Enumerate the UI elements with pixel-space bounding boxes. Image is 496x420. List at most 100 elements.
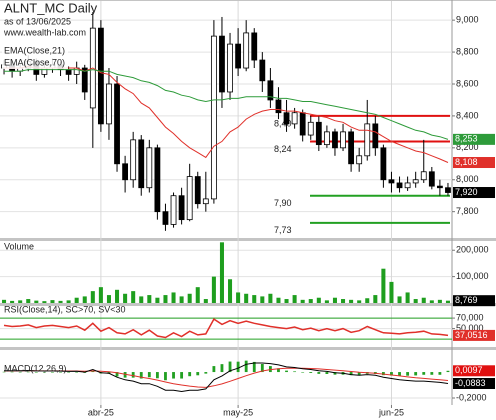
candle-body [428,171,435,187]
volume-bar [308,299,313,303]
macd-histogram-bar [42,372,46,373]
candle-body [219,35,225,93]
macd-histogram-bar [357,372,361,376]
candle-body [81,67,88,93]
candle-body [436,185,443,189]
candle-body [388,179,395,184]
volume-bar [332,297,337,303]
volume-bar [244,293,249,303]
macd-histogram-bar [349,372,353,376]
candle-body [146,147,153,189]
macd-histogram-bar [115,372,119,377]
volume-bar [284,299,289,303]
macd-histogram-bar [180,372,184,379]
macd-histogram-bar [309,372,313,373]
macd-histogram-bar [301,372,305,373]
y-tick-label: 8,400 [456,110,479,120]
candle-body [227,43,233,93]
macd-histogram-bar [414,372,418,376]
macd-histogram-bar [422,372,426,375]
candle-body [307,121,314,136]
volume-bar [123,293,128,303]
macd-histogram-bar [196,372,200,376]
candle-body [154,147,161,213]
candle-body [114,83,120,165]
candle-body [138,139,145,189]
candle-body [291,112,298,125]
candle-body [380,147,387,181]
volume-bar [421,297,426,303]
macd-histogram-bar [293,371,297,373]
y-tick-label: 100,000 [456,271,489,281]
candle-body [202,198,209,205]
legend-entry: EMA(Close,21) [4,45,65,55]
macd-histogram-bar [172,372,175,379]
last-value-label: -0,0883 [455,378,486,388]
macd-histogram-bar [164,372,167,381]
volume-bar [203,299,208,303]
last-value-box [453,133,495,145]
volume-bar [163,295,168,303]
candle-body [170,195,177,225]
last-value-label: 8,769 [455,295,478,305]
y-tick-label: 8,000 [456,174,479,184]
candle-body [396,182,403,189]
volume-bar [429,300,434,303]
macd-histogram-bar [228,361,232,373]
macd-histogram-bar [398,372,401,376]
volume-bar [445,300,450,303]
legend-box [2,45,68,69]
volume-bar [228,279,233,303]
macd-histogram-bar [333,372,337,375]
macd-histogram-bar [155,372,159,379]
level-label: 8,24 [274,144,292,154]
volume-bar [252,295,257,303]
last-value-box [453,295,495,307]
last-value-label: 7,920 [455,187,478,197]
volume-bar [276,297,281,303]
candle-body [186,176,193,221]
macd-histogram-bar [430,372,434,375]
panel-title: Volume [4,241,34,251]
last-value-box [453,187,495,199]
candle-body [65,69,72,75]
volume-bar [58,300,63,303]
macd-histogram-bar [123,372,127,378]
macd-histogram-bar [438,372,442,375]
macd-histogram-bar [51,372,54,373]
last-value-box [453,157,495,169]
volume-bar [2,299,7,303]
y-tick-label: -0,2000 [456,392,487,402]
macd-histogram-bar [252,361,256,373]
volume-panel [0,241,496,303]
ema-line [4,69,449,140]
macd-histogram-bar [26,371,30,373]
ema-line [4,65,449,163]
macd-histogram-bar [10,371,14,373]
macd-histogram-bar [317,372,321,374]
macd-histogram-bar [390,372,393,376]
x-tick-label: abr-25 [88,407,114,417]
candle-body [178,195,185,221]
x-axis-band [0,405,496,420]
level-label: 8,40 [274,118,292,128]
volume-bar [405,292,410,303]
legend-entry: EMA(Close,70) [4,57,65,67]
candle-body [162,211,169,225]
volume-bar [219,242,224,303]
rsi-line [3,318,449,339]
macd-histogram-bar [277,368,280,373]
macd-histogram-bar [268,366,272,373]
candle-body [356,155,363,165]
volume-bar [26,299,31,303]
macd-histogram-bar [325,372,329,374]
macd-line [4,362,449,393]
candle-body [420,171,427,181]
candle-body [412,179,419,184]
panel-title: RSI(Close,14), SC>70, SV<30 [4,304,126,314]
volume-bar [66,300,71,303]
last-value-box [453,365,495,377]
macd-histogram-bar [204,372,208,374]
volume-bar [365,298,370,303]
